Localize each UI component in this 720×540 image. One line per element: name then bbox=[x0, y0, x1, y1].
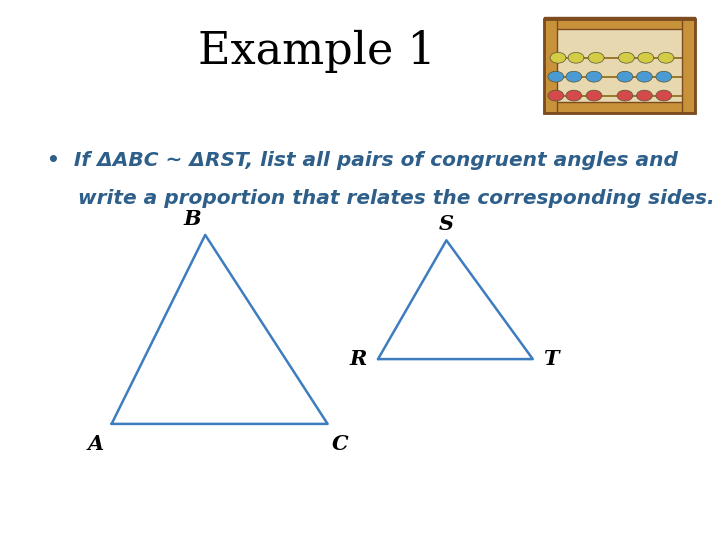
Ellipse shape bbox=[568, 52, 584, 63]
Ellipse shape bbox=[636, 71, 652, 82]
Ellipse shape bbox=[638, 52, 654, 63]
Text: Example 1: Example 1 bbox=[198, 30, 436, 73]
Text: R: R bbox=[349, 349, 366, 369]
FancyBboxPatch shape bbox=[682, 19, 695, 113]
FancyBboxPatch shape bbox=[544, 17, 695, 29]
Text: T: T bbox=[543, 349, 559, 369]
Ellipse shape bbox=[656, 90, 672, 101]
Ellipse shape bbox=[617, 71, 633, 82]
Text: write a proportion that relates the corresponding sides.: write a proportion that relates the corr… bbox=[78, 189, 714, 208]
FancyBboxPatch shape bbox=[544, 19, 557, 113]
Ellipse shape bbox=[618, 52, 634, 63]
Text: C: C bbox=[332, 434, 349, 455]
Ellipse shape bbox=[548, 71, 564, 82]
Ellipse shape bbox=[586, 90, 602, 101]
Text: B: B bbox=[184, 208, 201, 229]
FancyBboxPatch shape bbox=[544, 102, 695, 113]
Ellipse shape bbox=[566, 71, 582, 82]
Ellipse shape bbox=[550, 52, 566, 63]
Text: S: S bbox=[438, 214, 454, 234]
Ellipse shape bbox=[548, 90, 564, 101]
Text: •  If ΔABC ∼ ΔRST, list all pairs of congruent angles and: • If ΔABC ∼ ΔRST, list all pairs of cong… bbox=[47, 151, 678, 170]
Ellipse shape bbox=[588, 52, 604, 63]
Ellipse shape bbox=[586, 71, 602, 82]
Ellipse shape bbox=[636, 90, 652, 101]
FancyBboxPatch shape bbox=[547, 22, 691, 111]
Ellipse shape bbox=[656, 71, 672, 82]
Ellipse shape bbox=[617, 90, 633, 101]
Ellipse shape bbox=[658, 52, 674, 63]
Text: A: A bbox=[88, 434, 104, 455]
Ellipse shape bbox=[566, 90, 582, 101]
